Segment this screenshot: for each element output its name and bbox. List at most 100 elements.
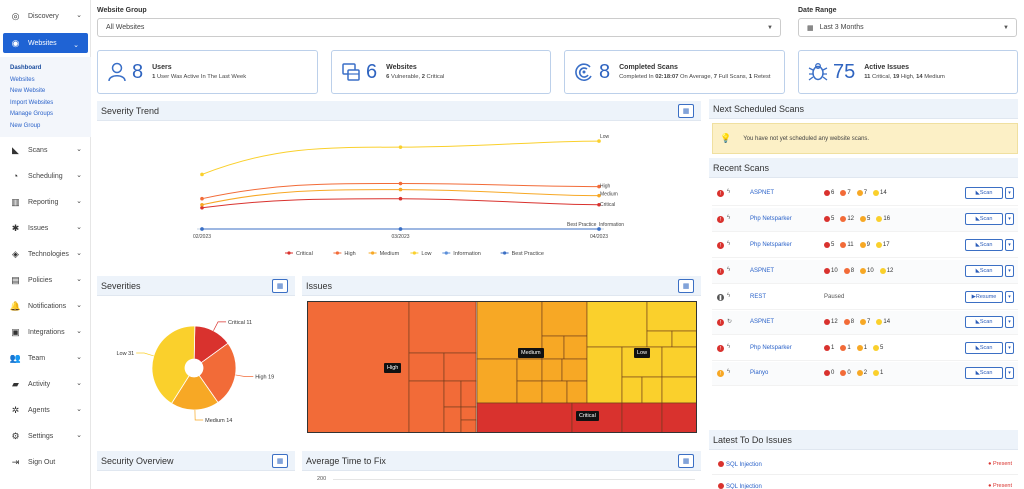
issue-count-medium[interactable]: 7 [856, 190, 867, 196]
legend-label[interactable]: High [344, 251, 355, 257]
todo-issue-link[interactable]: SQL Injection [718, 483, 762, 489]
sidebar-item-scans[interactable]: ◣ Scans ⌄ [0, 137, 91, 163]
treemap-cell[interactable] [476, 358, 518, 404]
sidebar-item-settings[interactable]: ⚙ Settings ⌄ [0, 423, 91, 449]
recent-scan-row[interactable]: ! ϟ Pianyo 0 0 2 1 ◣ Scan ▾ [712, 362, 1018, 386]
stat-completed-scans[interactable]: 8 Completed Scans Completed In 02:18:07 … [564, 50, 785, 94]
scan-button[interactable]: ◣ Scan [965, 265, 1003, 277]
treemap-cell[interactable] [443, 380, 462, 408]
subnav-item-new-group[interactable]: New Group [10, 122, 41, 129]
scan-options-dropdown[interactable]: ▾ [1005, 187, 1014, 199]
chevron-down-icon[interactable]: ⌄ [76, 302, 82, 309]
issue-count-high[interactable]: 7 [840, 190, 851, 196]
treemap-cell[interactable] [541, 380, 568, 404]
todo-issue-link[interactable]: SQL Injection [718, 461, 762, 468]
treemap-cell[interactable] [460, 406, 477, 421]
treemap-cell[interactable] [661, 376, 697, 404]
chevron-down-icon[interactable]: ⌄ [76, 172, 82, 179]
scan-website-link[interactable]: Php Netsparker [750, 345, 792, 351]
treemap-cell[interactable] [541, 335, 565, 360]
scan-options-dropdown[interactable]: ▾ [1005, 316, 1014, 328]
issue-count-critical[interactable]: 6 [824, 190, 834, 196]
todo-issue-row[interactable]: SQL Injection ● Present [712, 475, 1018, 489]
subnav-item-new-website[interactable]: New Website [10, 88, 46, 95]
issue-count-medium[interactable]: 10 [860, 268, 874, 274]
security-overview-table-button[interactable]: ▦ [272, 454, 288, 468]
scan-website-link[interactable]: ASPNET [750, 319, 775, 325]
stat-websites[interactable]: 6 Websites 6 Vulnerable, 2 Critical [331, 50, 551, 94]
recent-scan-row[interactable]: ! ϟ ASPNET 10 8 10 12 ◣ Scan ▾ [712, 260, 1018, 284]
issue-count-high[interactable]: 8 [843, 268, 854, 274]
recent-scan-row[interactable]: ! ϟ Php Netsparker 1 1 1 5 ◣ Scan ▾ [712, 337, 1018, 361]
issue-count-medium[interactable]: 7 [860, 319, 870, 325]
issue-count-low[interactable]: 5 [873, 345, 883, 351]
scan-website-link[interactable]: Php Netsparker [750, 216, 792, 222]
sidebar-item-websites[interactable]: ◉ Websites ⌄ [3, 33, 88, 53]
scan-website-link[interactable]: Pianyo [750, 370, 769, 376]
sidebar-item-activity[interactable]: ▰ Activity ⌄ [0, 371, 91, 397]
issue-count-critical[interactable]: 10 [824, 268, 838, 274]
severity-trend-table-button[interactable]: ▦ [678, 104, 694, 118]
treemap-cell[interactable] [408, 301, 477, 354]
sidebar-item-sign-out[interactable]: ⇥ Sign Out [0, 449, 91, 475]
chevron-down-icon[interactable]: ⌄ [73, 42, 79, 49]
pie-slice-low[interactable] [151, 325, 196, 405]
issue-count-critical[interactable]: 1 [824, 345, 834, 351]
chevron-down-icon[interactable]: ⌄ [76, 146, 82, 153]
treemap-cell[interactable] [671, 330, 697, 348]
treemap-cell[interactable] [621, 376, 643, 404]
issue-count-critical[interactable]: 12 [824, 319, 838, 325]
issue-count-high[interactable]: 1 [840, 345, 851, 351]
avg-time-table-button[interactable]: ▦ [678, 454, 694, 468]
scan-options-dropdown[interactable]: ▾ [1005, 291, 1014, 303]
treemap-cell[interactable] [641, 376, 663, 404]
website-group-select[interactable]: All Websites ▼ [97, 18, 781, 37]
issue-count-high[interactable]: 8 [843, 319, 854, 325]
chevron-down-icon[interactable]: ⌄ [76, 432, 82, 439]
scan-website-link[interactable]: ASPNET [750, 268, 775, 274]
stat-users[interactable]: 8 Users 1 User Was Active In The Last We… [97, 50, 318, 94]
scan-options-dropdown[interactable]: ▾ [1005, 342, 1014, 354]
treemap-cell[interactable] [661, 346, 697, 378]
chevron-down-icon[interactable]: ⌄ [76, 406, 82, 413]
chevron-down-icon[interactable]: ⌄ [76, 380, 82, 387]
recent-scan-row[interactable]: ! ϟ ASPNET 6 7 7 14 ◣ Scan ▾ [712, 182, 1018, 206]
resume-button[interactable]: ▶ Resume [965, 291, 1003, 303]
sidebar-item-issues[interactable]: ✱ Issues ⌄ [0, 215, 91, 241]
treemap-cell[interactable] [541, 358, 563, 382]
issue-count-medium[interactable]: 2 [856, 370, 867, 376]
chevron-down-icon[interactable]: ⌄ [76, 276, 82, 283]
legend-label[interactable]: Critical [296, 251, 313, 257]
legend-label[interactable]: Medium [380, 251, 400, 257]
sidebar-item-scheduling[interactable]: ◔ Scheduling ⌄ [0, 163, 91, 189]
treemap-cell[interactable] [646, 330, 673, 348]
scan-button[interactable]: ◣ Scan [965, 239, 1003, 251]
treemap-cell[interactable] [561, 358, 588, 382]
subnav-item-import-websites[interactable]: Import Websites [10, 99, 54, 106]
issue-count-high[interactable]: 12 [840, 216, 854, 222]
scan-options-dropdown[interactable]: ▾ [1005, 213, 1014, 225]
scan-button[interactable]: ◣ Scan [965, 367, 1003, 379]
sidebar-item-technologies[interactable]: ◈ Technologies ⌄ [0, 241, 91, 267]
treemap-cell[interactable] [646, 301, 697, 332]
sidebar-item-team[interactable]: 👥 Team ⌄ [0, 345, 91, 371]
scan-options-dropdown[interactable]: ▾ [1005, 239, 1014, 251]
issue-count-low[interactable]: 12 [879, 268, 893, 274]
treemap-cell[interactable] [566, 380, 588, 404]
chevron-down-icon[interactable]: ⌄ [76, 12, 82, 19]
severities-table-button[interactable]: ▦ [272, 279, 288, 293]
scan-button[interactable]: ◣ Scan [965, 316, 1003, 328]
legend-label[interactable]: Information [453, 251, 481, 257]
issue-count-low[interactable]: 14 [876, 319, 890, 325]
subnav-item-websites[interactable]: Websites [10, 76, 35, 83]
issue-count-low[interactable]: 17 [875, 242, 890, 248]
treemap-cell[interactable] [516, 380, 543, 404]
treemap-cell[interactable] [516, 358, 543, 382]
issue-count-critical[interactable]: 5 [824, 242, 834, 248]
treemap-cell[interactable] [408, 352, 445, 382]
recent-scan-row[interactable]: ❚ ϟ REST Paused ▶ Resume ▾ [712, 286, 1018, 310]
scan-website-link[interactable]: REST [750, 294, 767, 300]
issue-count-critical[interactable]: 5 [824, 216, 834, 222]
date-range-select[interactable]: ▦ Last 3 Months ▼ [798, 18, 1017, 37]
treemap-cell[interactable] [586, 346, 623, 404]
